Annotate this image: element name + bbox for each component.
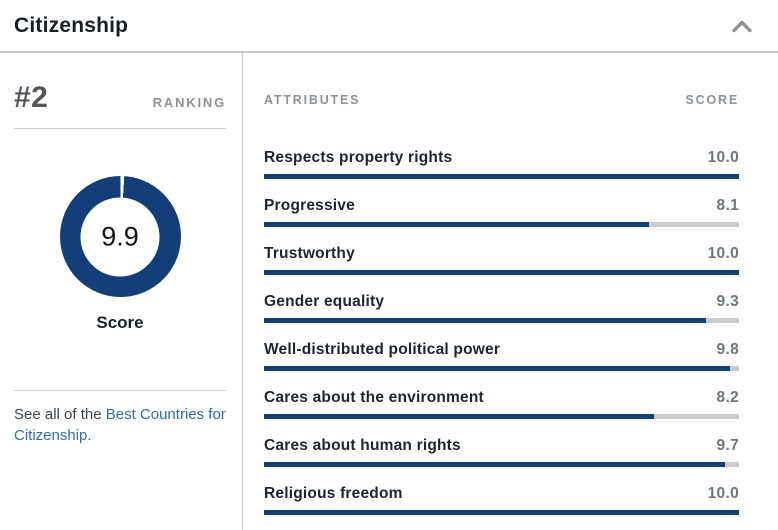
attribute-row: Respects property rights 10.0 (264, 149, 739, 179)
score-bar-fill (264, 510, 739, 515)
attribute-label: Gender equality (264, 293, 385, 310)
attributes-column-header: ATTRIBUTES (264, 93, 361, 107)
attribute-score-value: 8.1 (716, 197, 739, 214)
attribute-label: Cares about human rights (264, 437, 461, 454)
score-bar-track (264, 510, 739, 515)
score-bar-track (264, 462, 739, 467)
score-bar-track (264, 366, 739, 371)
attribute-row: Well-distributed political power 9.8 (264, 341, 739, 371)
attribute-label: Progressive (264, 197, 355, 214)
rank-value: #2 (14, 81, 49, 114)
score-bar-fill (264, 462, 725, 467)
attribute-row-top: Religious freedom 10.0 (264, 485, 739, 504)
attribute-score-value: 10.0 (707, 245, 739, 262)
score-bar-fill (264, 174, 739, 179)
score-bar-track (264, 318, 739, 323)
attribute-score-value: 9.7 (716, 437, 739, 454)
score-donut-chart: 9.9 (59, 176, 181, 297)
score-bar-track (264, 270, 739, 275)
score-bar-fill (264, 414, 654, 419)
attribute-label: Trustworthy (264, 245, 355, 262)
score-label: Score (96, 313, 144, 332)
attribute-label: Respects property rights (264, 149, 453, 166)
attribute-row: Progressive 8.1 (264, 197, 739, 227)
divider (14, 128, 226, 129)
attribute-row-top: Trustworthy 10.0 (264, 245, 739, 264)
attribute-row-top: Well-distributed political power 9.8 (264, 341, 739, 360)
attribute-row: Gender equality 9.3 (264, 293, 739, 323)
attribute-label: Religious freedom (264, 485, 403, 502)
score-column-header: SCORE (685, 93, 739, 107)
attribute-row: Religious freedom 10.0 (264, 485, 739, 515)
attribute-score-value: 9.3 (716, 293, 739, 310)
attribute-row: Trustworthy 10.0 (264, 245, 739, 275)
rank-row: #2 RANKING (14, 81, 226, 115)
attribute-score-value: 8.2 (716, 389, 739, 406)
attributes-list: Respects property rights 10.0 Progressive 8… (264, 149, 739, 515)
score-bar-fill (264, 366, 730, 371)
divider (14, 390, 226, 391)
attributes-panel: ATTRIBUTES SCORE Respects property right… (242, 53, 778, 530)
score-bar-fill (264, 318, 706, 323)
attribute-score-value: 10.0 (707, 149, 739, 166)
attributes-table-header: ATTRIBUTES SCORE (264, 93, 739, 107)
see-all-text: See all of the Best Countries for Citize… (14, 404, 226, 446)
score-bar-track (264, 222, 739, 227)
see-all-prefix: See all of the (14, 406, 106, 423)
collapse-button[interactable] (728, 12, 756, 40)
attribute-score-value: 10.0 (707, 485, 739, 502)
attribute-row-top: Gender equality 9.3 (264, 293, 739, 312)
attribute-row-top: Respects property rights 10.0 (264, 149, 739, 168)
chevron-up-icon (732, 20, 752, 32)
card-header: Citizenship (0, 0, 778, 53)
attribute-row: Cares about the environment 8.2 (264, 389, 739, 419)
attribute-row-top: Progressive 8.1 (264, 197, 739, 216)
score-bar-track (264, 414, 739, 419)
ranking-label: RANKING (152, 95, 226, 110)
score-bar-fill (264, 222, 649, 227)
score-bar-fill (264, 270, 739, 275)
score-bar-track (264, 174, 739, 179)
attribute-label: Well-distributed political power (264, 341, 501, 358)
section-title: Citizenship (14, 13, 129, 37)
donut-hole: 9.9 (80, 197, 160, 276)
best-countries-link[interactable]: Best Countries for Citizenship. (14, 406, 226, 444)
attribute-row-top: Cares about the environment 8.2 (264, 389, 739, 408)
attribute-score-value: 9.8 (716, 341, 739, 358)
attribute-row-top: Cares about human rights 9.7 (264, 437, 739, 456)
score-value: 9.9 (101, 221, 139, 251)
attribute-row: Cares about human rights 9.7 (264, 437, 739, 467)
card-body: #2 RANKING 9.9 Score See all of the Best… (0, 53, 778, 530)
attribute-label: Cares about the environment (264, 389, 484, 406)
ranking-panel: #2 RANKING 9.9 Score See all of the Best… (0, 53, 242, 530)
